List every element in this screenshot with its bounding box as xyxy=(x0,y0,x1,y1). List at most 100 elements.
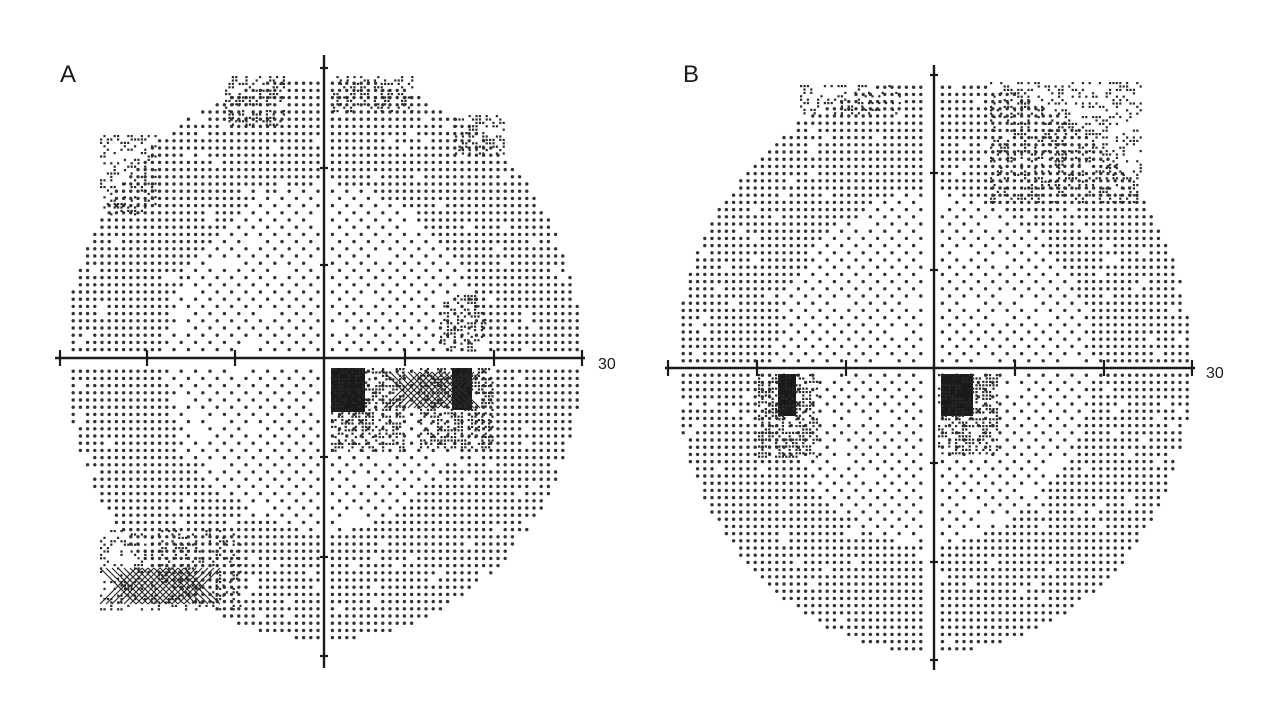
field-dot xyxy=(93,319,97,323)
field-dot xyxy=(395,139,399,143)
field-dot xyxy=(186,261,191,265)
defect-cluster xyxy=(455,152,458,155)
field-dot xyxy=(150,434,155,438)
defect-cluster xyxy=(447,395,450,398)
field-dot xyxy=(215,110,219,114)
field-dot xyxy=(150,470,155,474)
field-dot xyxy=(186,167,191,172)
field-dot xyxy=(532,391,536,395)
field-dot xyxy=(983,99,988,104)
field-dot xyxy=(489,232,493,237)
field-dot xyxy=(229,578,234,582)
field-dot xyxy=(93,448,97,453)
defect-cluster xyxy=(468,135,471,138)
field-dot xyxy=(251,369,255,373)
defect-cluster xyxy=(344,402,347,405)
field-dot xyxy=(496,499,500,503)
field-dot xyxy=(381,211,385,215)
defect-cluster xyxy=(450,412,453,415)
field-dot xyxy=(402,131,407,136)
defect-cluster xyxy=(464,439,467,442)
field-dot xyxy=(78,391,83,395)
defect-cluster xyxy=(331,405,334,408)
field-dot xyxy=(453,535,457,539)
field-dot xyxy=(388,175,392,179)
field-dot xyxy=(373,535,378,539)
field-dot xyxy=(330,578,335,582)
field-dot xyxy=(546,225,551,229)
field-dot xyxy=(868,107,873,111)
field-dot xyxy=(553,441,558,445)
defect-cluster xyxy=(354,412,357,415)
field-dot xyxy=(539,376,543,381)
field-dot xyxy=(445,239,450,244)
field-dot xyxy=(208,146,212,150)
field-dot xyxy=(287,628,291,633)
field-dot xyxy=(388,592,392,597)
field-dot xyxy=(496,470,500,474)
field-dot xyxy=(208,110,212,114)
field-dot xyxy=(215,563,219,568)
field-dot xyxy=(316,535,320,539)
defect-cluster xyxy=(426,371,429,374)
defect-cluster xyxy=(368,388,371,391)
field-dot xyxy=(121,484,126,489)
defect-cluster xyxy=(492,125,495,128)
field-dot xyxy=(172,290,176,294)
field-dot xyxy=(489,484,493,489)
field-dot xyxy=(143,239,147,244)
field-dot xyxy=(445,275,450,280)
field-dot xyxy=(998,121,1002,125)
field-dot xyxy=(201,211,205,215)
defect-cluster xyxy=(440,419,443,422)
defect-cluster xyxy=(151,175,154,178)
field-dot xyxy=(445,491,450,496)
field-dot xyxy=(453,563,457,568)
field-dot xyxy=(215,275,219,280)
defect-cluster xyxy=(450,436,453,439)
field-dot xyxy=(539,319,543,323)
field-dot xyxy=(193,247,198,251)
field-dot xyxy=(467,326,471,330)
field-dot xyxy=(258,628,263,633)
field-dot xyxy=(409,412,414,417)
defect-cluster xyxy=(401,103,404,106)
field-dot xyxy=(510,268,515,273)
field-dot xyxy=(525,261,529,265)
field-dot xyxy=(114,499,119,503)
field-dot xyxy=(474,448,479,453)
field-dot xyxy=(417,275,421,280)
defect-cluster xyxy=(399,449,402,452)
defect-cluster xyxy=(474,315,477,318)
field-dot xyxy=(129,333,133,337)
field-dot xyxy=(424,563,428,568)
field-dot xyxy=(445,182,450,186)
field-dot xyxy=(157,182,162,186)
defect-cluster xyxy=(426,368,429,371)
field-dot xyxy=(215,491,219,496)
field-dot xyxy=(417,578,421,582)
field-dot xyxy=(546,427,551,431)
defect-cluster xyxy=(331,442,334,445)
defect-cluster xyxy=(134,179,137,182)
field-dot xyxy=(561,376,565,381)
field-dot xyxy=(998,128,1002,133)
defect-cluster xyxy=(262,120,265,123)
field-dot xyxy=(237,484,241,489)
defect-cluster xyxy=(361,385,364,388)
field-dot xyxy=(193,542,198,546)
field-dot xyxy=(244,434,248,438)
defect-cluster xyxy=(488,422,491,425)
field-dot xyxy=(157,520,162,525)
defect-cluster xyxy=(127,206,130,209)
field-dot xyxy=(201,290,205,294)
defect-cluster xyxy=(482,152,485,155)
field-dot xyxy=(546,319,551,323)
defect-cluster xyxy=(228,86,231,89)
field-dot xyxy=(445,153,450,157)
field-dot xyxy=(532,383,536,388)
field-dot xyxy=(114,254,119,258)
field-dot xyxy=(381,614,385,618)
field-dot xyxy=(337,239,342,244)
field-dot xyxy=(489,333,493,337)
